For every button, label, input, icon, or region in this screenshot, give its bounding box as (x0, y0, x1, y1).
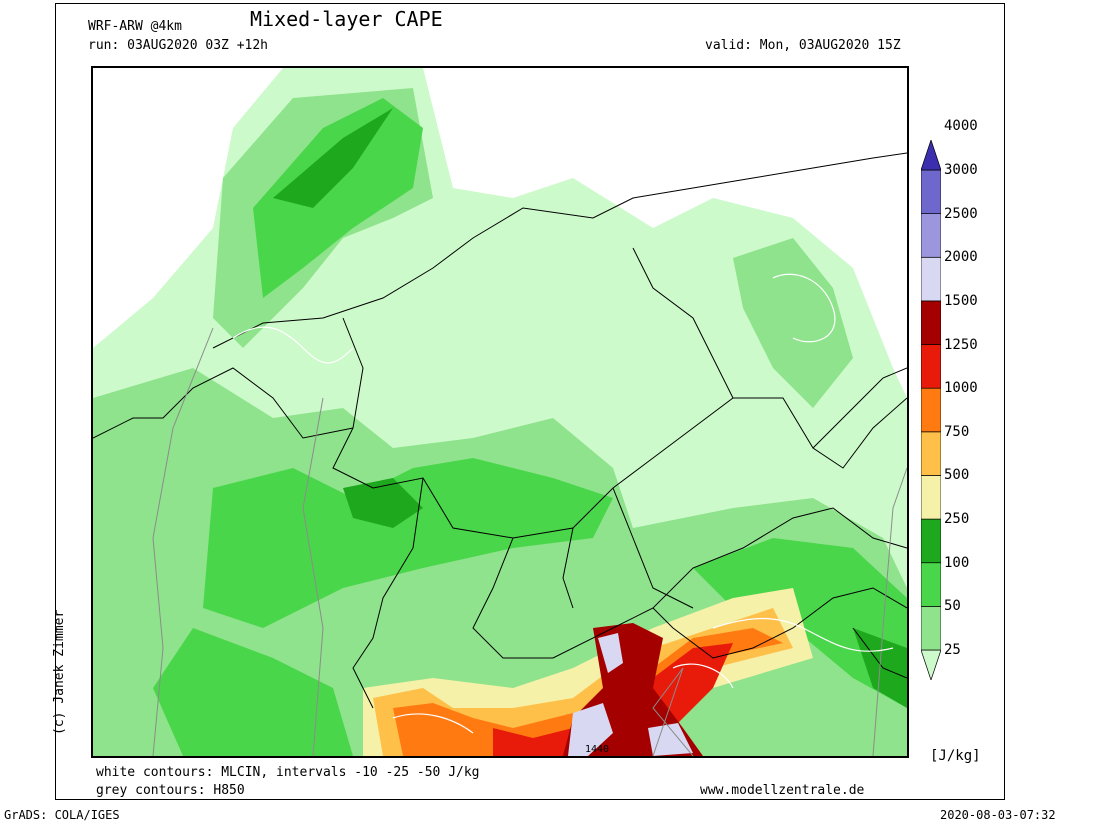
colorbar-tick-label: 25 (944, 642, 961, 658)
map-canvas: 1440 (93, 68, 907, 756)
colorbar-tick-label: 250 (944, 511, 970, 528)
colorbar-cell (920, 562, 942, 607)
model-label: WRF-ARW @4km (88, 19, 182, 34)
run-label: run: 03AUG2020 03Z +12h (88, 38, 269, 53)
chart-title: Mixed-layer CAPE (250, 7, 443, 31)
cape-region-2000 (598, 633, 623, 673)
cape-region-100 (253, 98, 423, 298)
colorbar-cell (920, 300, 942, 345)
colorbar-tick-label: 2500 (944, 205, 978, 222)
colorbar-cell (920, 518, 942, 564)
valid-label: valid: Mon, 03AUG2020 15Z (705, 38, 901, 53)
colorbar-cell (920, 169, 942, 214)
colorbar-cell (920, 213, 942, 258)
website-label: www.modellzentrale.de (700, 783, 865, 798)
cape-map[interactable]: 1440 (91, 66, 909, 758)
contour-value-label: 1440 (585, 744, 609, 755)
colorbar-cell (920, 606, 942, 651)
cape-region-2000b (568, 703, 613, 756)
colorbar-cell (920, 475, 942, 520)
colorbar-cell (920, 256, 942, 302)
colorbar-tick-label: 1500 (944, 292, 978, 309)
colorbar-tick-label: 750 (944, 423, 970, 440)
colorbar-cell (920, 344, 942, 389)
cape-region-250b (343, 478, 423, 528)
grads-label: GrADS: COLA/IGES (4, 808, 120, 822)
colorbar-tick-label: 1250 (944, 336, 978, 353)
cape-region-250 (273, 108, 393, 208)
colorbar-tick-label: 2000 (944, 249, 978, 266)
colorbar (920, 138, 942, 682)
timestamp-label: 2020-08-03-07:32 (940, 808, 1056, 822)
colorbar-cell (920, 138, 942, 171)
colorbar-tick-label: 4000 (944, 118, 978, 135)
copyright-label: (c) Janek Zimmer (52, 609, 67, 735)
colorbar-tick-label: 3000 (944, 162, 978, 178)
colorbar-tick-label: 50 (944, 598, 961, 615)
colorbar-cell (920, 431, 942, 476)
h850-contours (152, 327, 907, 756)
cape-region-2000c (648, 723, 693, 756)
cape-region-100d (153, 628, 353, 756)
colorbar-cell (920, 649, 942, 682)
cape-region-100b (203, 458, 613, 628)
grey-contours-note: grey contours: H850 (96, 783, 245, 798)
colorbar-tick-label: 500 (944, 467, 970, 484)
colorbar-cell (920, 387, 942, 433)
cape-region-50c (733, 238, 853, 408)
colorbar-svg (920, 138, 942, 682)
white-contours-note: white contours: MLCIN, intervals -10 -25… (96, 765, 480, 780)
country-borders (93, 152, 907, 709)
colorbar-tick-label: 1000 (944, 380, 978, 397)
colorbar-tick-label: 100 (944, 554, 970, 571)
colorbar-unit: [J/kg] (930, 748, 981, 764)
mlcin-contours (232, 273, 894, 734)
